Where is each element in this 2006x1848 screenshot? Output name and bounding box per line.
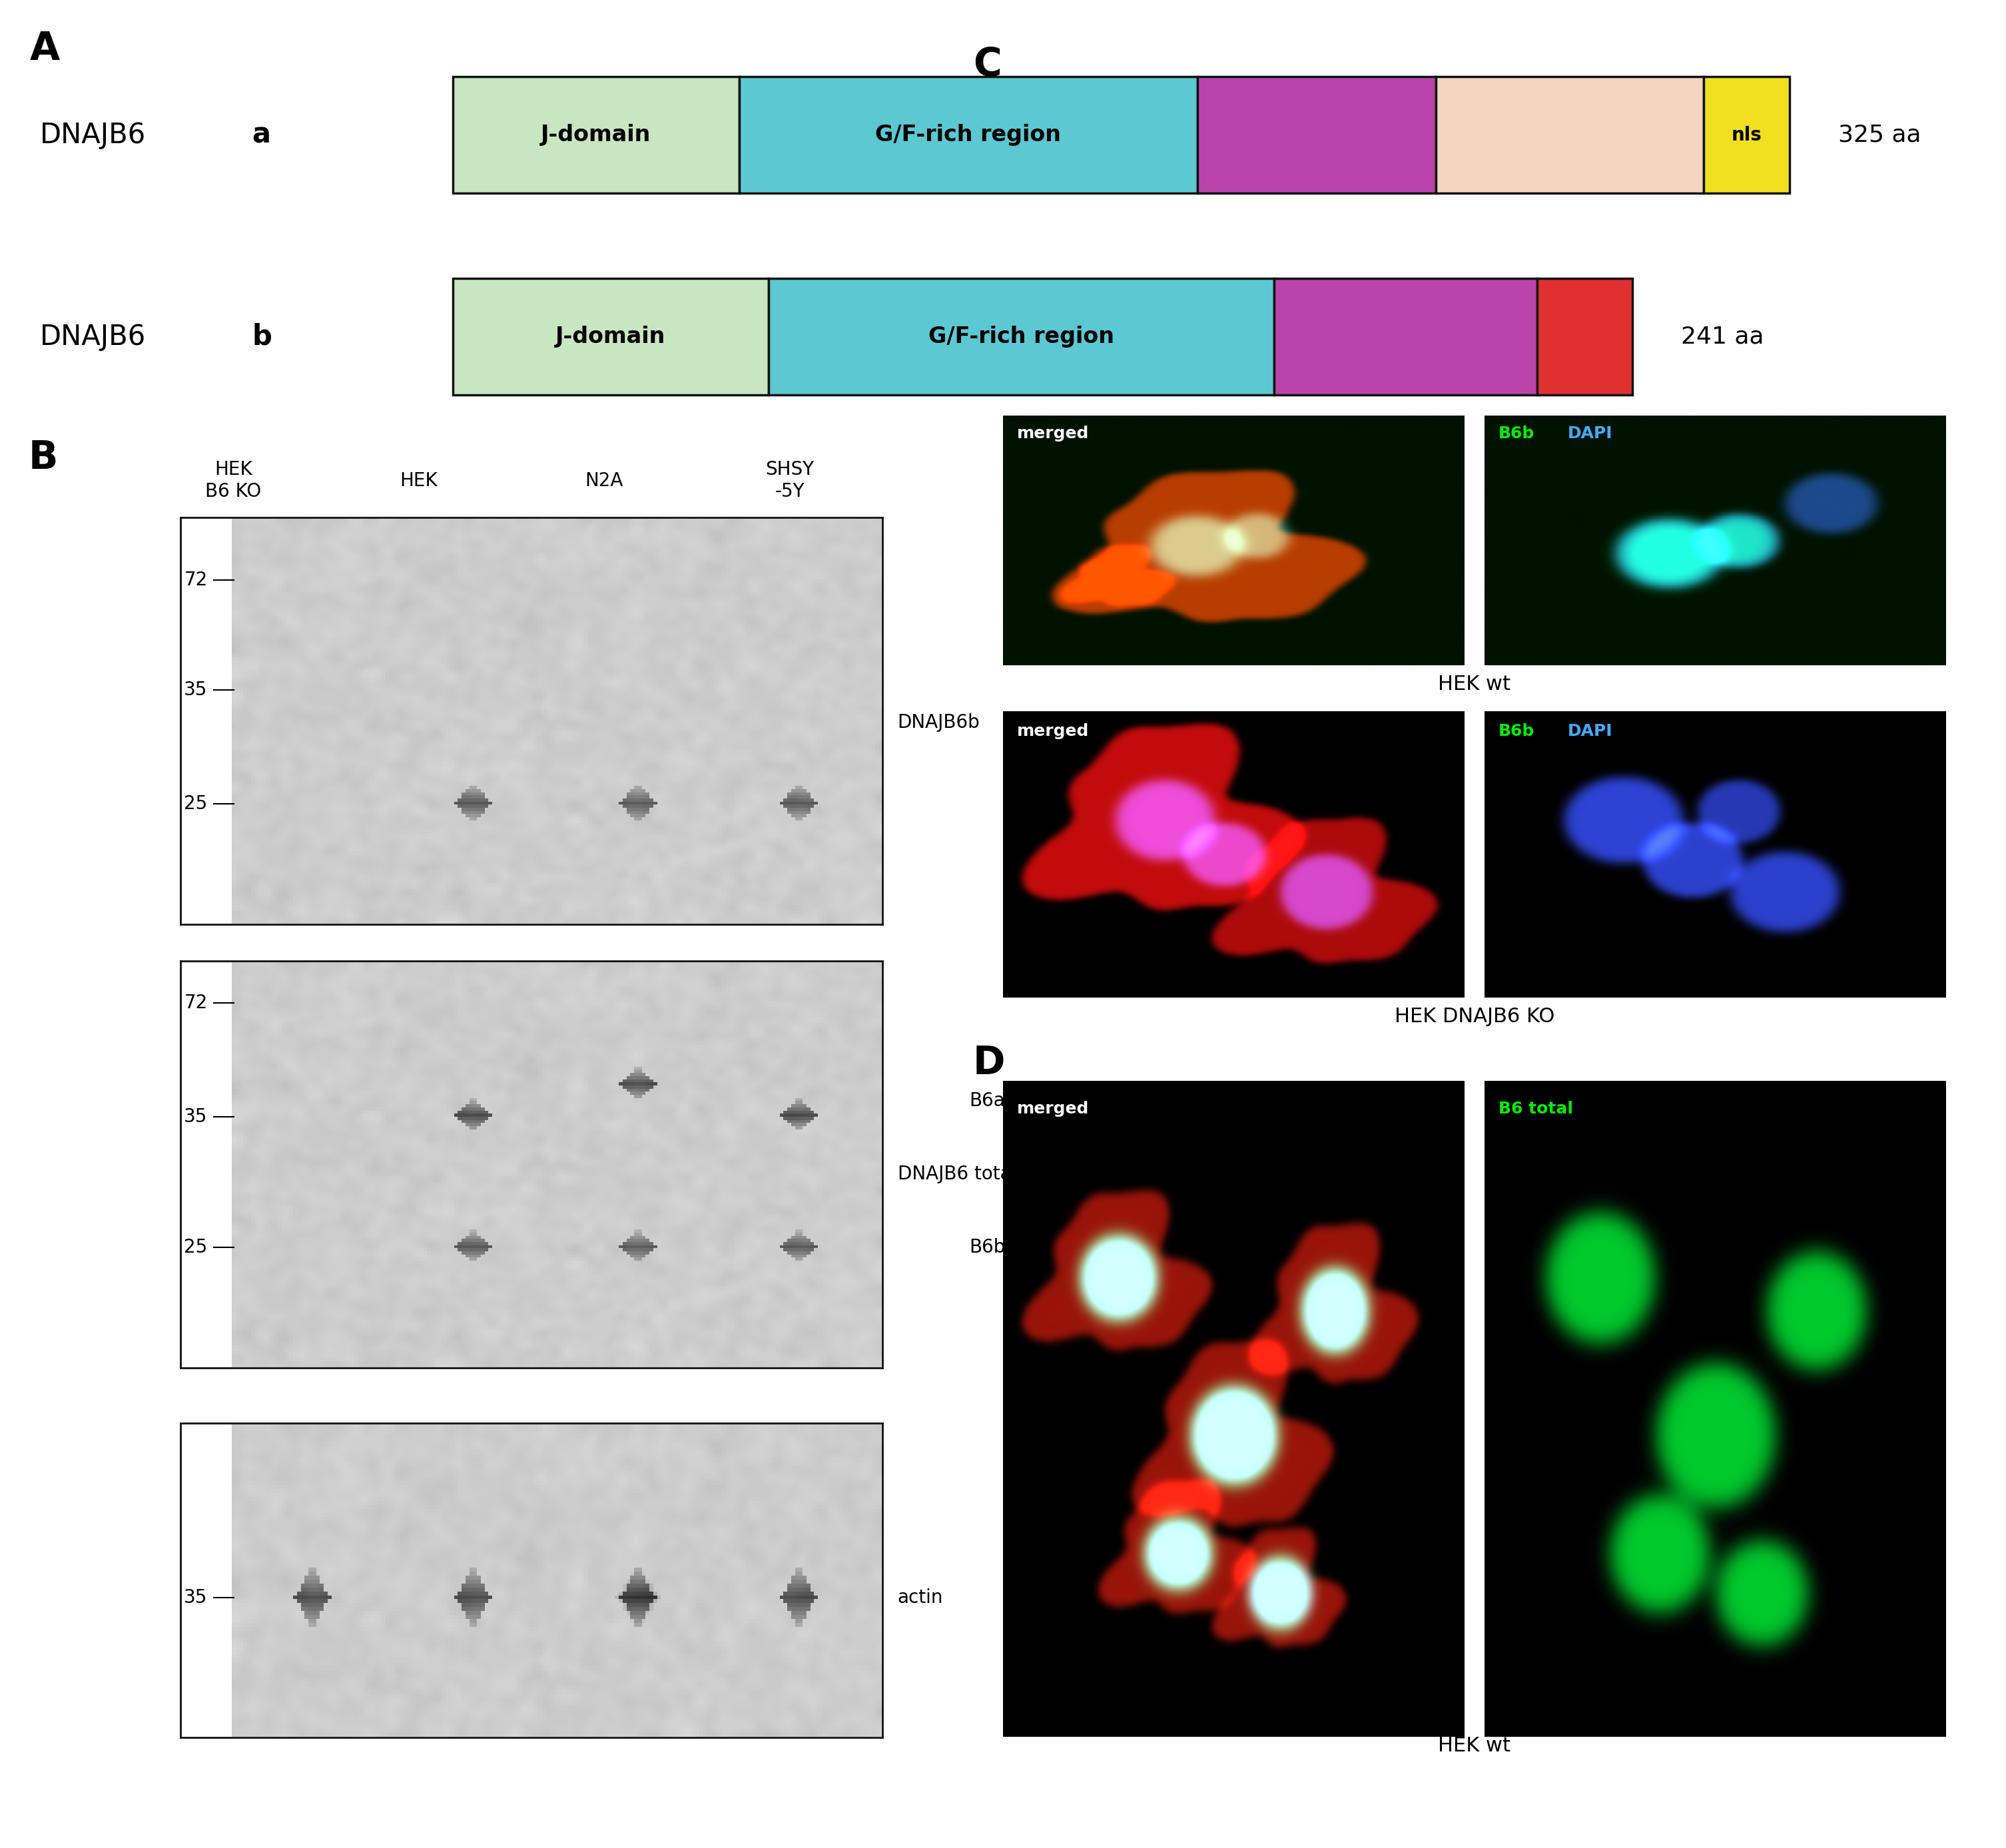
- Text: 35: 35: [185, 1107, 207, 1125]
- Text: merged: merged: [1017, 1101, 1089, 1116]
- Text: DNAJB6 total: DNAJB6 total: [897, 1164, 1017, 1183]
- FancyBboxPatch shape: [1436, 76, 1703, 194]
- Text: DNAJB6: DNAJB6: [40, 323, 146, 351]
- Text: 325 aa: 325 aa: [1837, 124, 1922, 146]
- Text: J-domain: J-domain: [556, 325, 666, 347]
- Text: HEK: HEK: [399, 471, 437, 490]
- FancyBboxPatch shape: [1703, 76, 1789, 194]
- Text: DAPI: DAPI: [1567, 723, 1613, 739]
- Text: 35: 35: [185, 1589, 207, 1608]
- FancyBboxPatch shape: [1537, 279, 1633, 395]
- Text: 35: 35: [185, 680, 207, 699]
- FancyBboxPatch shape: [1198, 76, 1436, 194]
- Text: HEK DNAJB6 KO: HEK DNAJB6 KO: [1394, 1007, 1555, 1026]
- Text: B6b: B6b: [969, 1238, 1005, 1257]
- Text: DNAJB6: DNAJB6: [40, 120, 146, 150]
- Text: HEK
B6 KO: HEK B6 KO: [205, 460, 261, 501]
- Text: DAPI: DAPI: [1567, 425, 1613, 442]
- FancyBboxPatch shape: [453, 76, 738, 194]
- Text: B: B: [28, 438, 58, 477]
- Text: C: C: [973, 46, 1001, 85]
- FancyBboxPatch shape: [453, 279, 768, 395]
- Text: 241 aa: 241 aa: [1681, 325, 1763, 347]
- Text: HEK wt: HEK wt: [1438, 675, 1511, 693]
- Text: 72: 72: [185, 571, 207, 590]
- Text: 25: 25: [185, 795, 207, 813]
- Text: B6 total: B6 total: [1498, 1101, 1573, 1116]
- Text: B6b: B6b: [1498, 723, 1535, 739]
- FancyBboxPatch shape: [768, 279, 1274, 395]
- Text: b: b: [253, 323, 273, 351]
- Text: nls: nls: [1731, 126, 1761, 144]
- Text: B6a: B6a: [969, 1092, 1005, 1111]
- Text: merged: merged: [1017, 723, 1089, 739]
- Text: actin: actin: [897, 1589, 943, 1608]
- Text: G/F-rich region: G/F-rich region: [875, 124, 1061, 146]
- FancyBboxPatch shape: [738, 76, 1198, 194]
- Text: G/F-rich region: G/F-rich region: [929, 325, 1113, 347]
- Text: D: D: [973, 1044, 1005, 1083]
- Text: J-domain: J-domain: [542, 124, 650, 146]
- Text: N2A: N2A: [586, 471, 624, 490]
- Text: 25: 25: [185, 1238, 207, 1257]
- Text: merged: merged: [1017, 425, 1089, 442]
- Text: A: A: [30, 30, 60, 68]
- Text: a: a: [253, 120, 271, 150]
- Text: B6b: B6b: [1498, 425, 1535, 442]
- Text: HEK wt: HEK wt: [1438, 1737, 1511, 1756]
- FancyBboxPatch shape: [1274, 279, 1537, 395]
- Text: 72: 72: [185, 994, 207, 1013]
- Text: DNAJB6b: DNAJB6b: [897, 713, 981, 732]
- Text: SHSY
-5Y: SHSY -5Y: [766, 460, 814, 501]
